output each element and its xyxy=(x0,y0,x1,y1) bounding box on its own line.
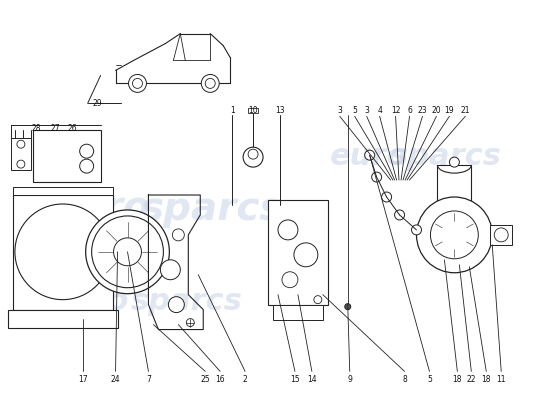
Bar xyxy=(268,200,328,305)
Text: 21: 21 xyxy=(460,106,470,115)
Circle shape xyxy=(416,197,492,273)
Bar xyxy=(11,138,31,170)
Circle shape xyxy=(92,216,163,288)
Text: 5: 5 xyxy=(427,375,432,384)
Text: euro: euro xyxy=(330,142,408,171)
Text: 10: 10 xyxy=(248,106,258,115)
Circle shape xyxy=(394,210,405,220)
Text: 29: 29 xyxy=(93,99,102,108)
Circle shape xyxy=(382,192,392,202)
Text: 4: 4 xyxy=(377,106,382,115)
Bar xyxy=(273,305,323,320)
Text: sparcs: sparcs xyxy=(140,190,283,228)
Text: 12: 12 xyxy=(391,106,400,115)
Circle shape xyxy=(168,297,184,313)
Circle shape xyxy=(205,78,215,88)
Circle shape xyxy=(494,228,508,242)
Circle shape xyxy=(449,157,459,167)
Text: 22: 22 xyxy=(466,375,476,384)
Text: 5: 5 xyxy=(353,106,357,115)
Text: 3: 3 xyxy=(364,106,369,115)
Text: 24: 24 xyxy=(111,375,120,384)
Circle shape xyxy=(186,318,194,326)
Bar xyxy=(437,165,471,217)
Circle shape xyxy=(80,159,94,173)
Text: 17: 17 xyxy=(78,375,87,384)
Text: 27: 27 xyxy=(51,124,60,133)
Text: 7: 7 xyxy=(146,375,151,384)
Circle shape xyxy=(278,220,298,240)
Text: 9: 9 xyxy=(347,375,352,384)
Text: 25: 25 xyxy=(200,375,210,384)
Circle shape xyxy=(411,225,421,235)
Circle shape xyxy=(201,74,219,92)
Text: 18: 18 xyxy=(481,375,491,384)
Circle shape xyxy=(17,160,25,168)
Text: 15: 15 xyxy=(290,375,300,384)
Circle shape xyxy=(282,272,298,288)
Text: 6: 6 xyxy=(407,106,412,115)
Bar xyxy=(33,130,101,182)
Text: 2: 2 xyxy=(243,375,248,384)
Circle shape xyxy=(129,74,146,92)
Circle shape xyxy=(133,78,142,88)
Text: 3: 3 xyxy=(337,106,342,115)
Text: 28: 28 xyxy=(31,124,41,133)
Text: sparcs: sparcs xyxy=(130,287,243,316)
Circle shape xyxy=(15,204,111,300)
Circle shape xyxy=(172,229,184,241)
Bar xyxy=(13,187,113,195)
Text: 26: 26 xyxy=(68,124,78,133)
Circle shape xyxy=(294,243,318,267)
Text: 14: 14 xyxy=(307,375,317,384)
Circle shape xyxy=(248,149,258,159)
Bar xyxy=(13,195,113,310)
Text: 18: 18 xyxy=(453,375,462,384)
Bar xyxy=(248,108,258,113)
Text: 23: 23 xyxy=(417,106,427,115)
Text: 11: 11 xyxy=(497,375,506,384)
Circle shape xyxy=(372,172,382,182)
Text: 16: 16 xyxy=(216,375,225,384)
Text: 13: 13 xyxy=(275,106,285,115)
Bar xyxy=(490,225,512,245)
Text: 20: 20 xyxy=(432,106,441,115)
Text: 19: 19 xyxy=(444,106,454,115)
Circle shape xyxy=(161,260,180,280)
Circle shape xyxy=(86,210,169,294)
Circle shape xyxy=(17,140,25,148)
Bar xyxy=(8,310,118,328)
Text: euro: euro xyxy=(51,190,151,228)
Text: 8: 8 xyxy=(402,375,407,384)
Circle shape xyxy=(80,144,94,158)
Circle shape xyxy=(431,211,478,259)
Circle shape xyxy=(243,147,263,167)
Text: euro: euro xyxy=(51,287,129,316)
Circle shape xyxy=(345,304,351,310)
Circle shape xyxy=(113,238,141,266)
Circle shape xyxy=(365,150,375,160)
Text: sparcs: sparcs xyxy=(389,142,502,171)
Text: 1: 1 xyxy=(230,106,234,115)
Circle shape xyxy=(314,296,322,304)
